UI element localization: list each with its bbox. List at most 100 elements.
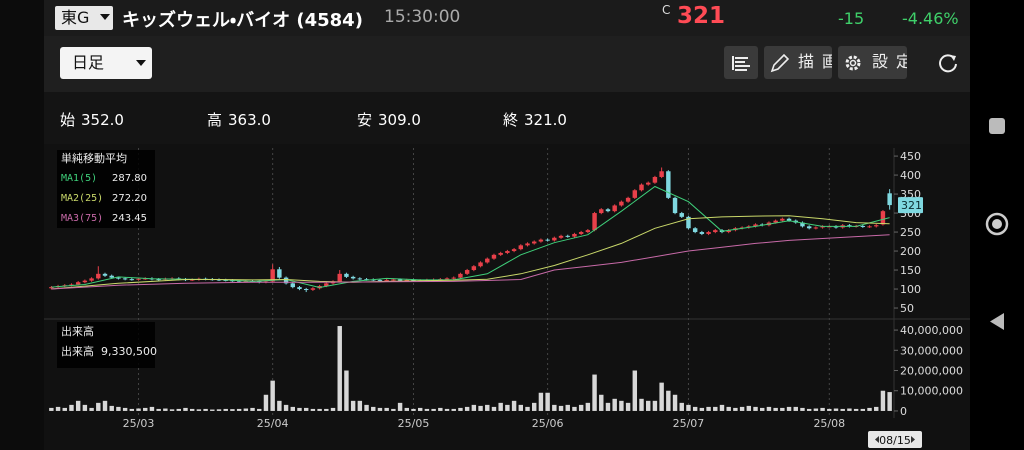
volume-bar	[62, 407, 67, 411]
ohlc-label: 始	[60, 111, 76, 129]
volume-bar	[283, 404, 289, 411]
ma-line	[51, 215, 890, 290]
candle-body	[880, 211, 886, 225]
candle-body	[565, 235, 570, 237]
volume-bar	[545, 392, 550, 411]
y-tick-label: 10,000,000	[900, 385, 963, 398]
ohlc-item: 高 363.0	[207, 109, 277, 130]
legend-name: MA2(25)	[61, 193, 103, 204]
candle-body	[384, 279, 389, 281]
candle-body	[679, 213, 684, 217]
volume-bar	[666, 390, 671, 411]
volume-bar	[632, 370, 638, 411]
volume-bar	[531, 402, 537, 411]
volume-bar	[337, 326, 342, 411]
candle-body	[491, 254, 497, 259]
draw-label: 描画	[798, 52, 832, 71]
legend-bg	[57, 322, 155, 368]
candle-body	[820, 226, 825, 228]
volume-bar	[853, 408, 859, 411]
recent-button[interactable]	[989, 118, 1005, 134]
volume-bar	[163, 408, 168, 411]
volume-bar	[599, 394, 604, 411]
settings-button[interactable]: 設定	[838, 46, 907, 79]
volume-bar	[753, 406, 758, 411]
ohlc-label: 高	[207, 111, 223, 129]
volume-bar	[169, 409, 175, 411]
candle-body	[585, 230, 591, 233]
candle-body	[377, 279, 383, 281]
volume-bar	[867, 407, 872, 411]
candle-body	[303, 289, 309, 291]
volume-bar	[847, 408, 852, 411]
volume-bar	[719, 404, 725, 411]
candle-body	[518, 245, 524, 250]
y-tick-label: 50	[900, 302, 914, 315]
volume-bar	[538, 392, 544, 411]
volume-bar	[350, 400, 356, 411]
volume-bar	[833, 408, 839, 411]
volume-bar	[82, 404, 88, 411]
ohlc-item: 始 352.0	[60, 109, 130, 130]
volume-bar	[746, 405, 752, 411]
volume-bar	[116, 406, 121, 411]
change: -15	[838, 9, 865, 28]
volume-bar	[75, 400, 81, 411]
prev-arrow	[875, 436, 879, 443]
candle-body	[525, 243, 530, 246]
volume-bar	[485, 404, 490, 411]
volume-bar	[444, 408, 450, 411]
back-button[interactable]	[990, 313, 1004, 330]
candle-body	[646, 182, 651, 185]
volume-bar	[639, 398, 644, 411]
volume-bar	[324, 408, 329, 411]
volume-bar	[176, 408, 181, 411]
candle-body	[344, 273, 349, 277]
candle-body	[109, 275, 114, 278]
price: 321	[677, 3, 726, 29]
volume-bar	[257, 408, 262, 411]
volume-bar	[874, 406, 879, 411]
volume-bar	[860, 408, 866, 411]
volume-bar	[210, 409, 215, 411]
candle-body	[397, 279, 403, 281]
volume-bar	[840, 408, 845, 411]
volume-bar	[431, 408, 436, 411]
legend-value: 243.45	[112, 213, 147, 224]
volume-bar	[739, 406, 745, 411]
candle-body	[780, 218, 785, 221]
y-tick-label: 450	[900, 150, 921, 163]
candle-body	[69, 284, 74, 286]
candle-body	[625, 197, 631, 202]
refresh-button[interactable]	[935, 50, 961, 76]
legend-title: 出来高	[61, 324, 94, 338]
candle-body	[786, 218, 792, 221]
candle-body	[96, 273, 101, 279]
volume-bar	[156, 408, 161, 411]
last-price-box	[898, 197, 923, 214]
chart: 25/03 25/04 25/05 25/06 25/07 25/08 50 100 150 20…	[44, 148, 970, 448]
volume-bar	[250, 407, 255, 411]
draw-button[interactable]: 描画	[764, 46, 832, 79]
volume-bar	[713, 406, 718, 411]
next-arrow	[911, 436, 915, 443]
candle-body	[82, 280, 88, 283]
home-button[interactable]	[985, 212, 1009, 236]
volume-bar	[303, 407, 309, 411]
candle-body	[833, 226, 839, 228]
candle-body	[136, 278, 141, 280]
volume-bar	[773, 407, 778, 411]
candle-body	[686, 216, 691, 229]
candle-body	[706, 232, 711, 234]
candle-body	[672, 197, 678, 214]
candle-body	[391, 279, 396, 281]
x-tick-label: 25/07	[673, 417, 705, 430]
list-button[interactable]	[724, 46, 758, 79]
legend-value: 272.20	[112, 193, 147, 204]
volume-bar	[143, 407, 148, 411]
volume-bar	[129, 408, 135, 411]
candle-body	[753, 224, 758, 227]
volume-bar	[813, 408, 819, 411]
volume-bar	[344, 370, 349, 411]
volume-bar	[290, 406, 295, 411]
